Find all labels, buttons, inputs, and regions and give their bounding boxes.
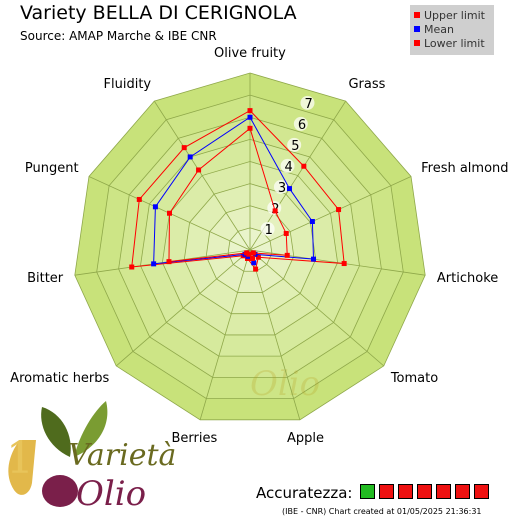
axis-label: Artichoke: [436, 270, 499, 286]
tick-label-bg: [300, 95, 315, 110]
series-point-2: [247, 125, 253, 131]
series-point-1: [311, 256, 317, 262]
legend-swatch-upper: [414, 12, 420, 18]
accuracy-box: [417, 484, 432, 499]
series-point-0: [336, 207, 342, 213]
axis-label: Aromatic herbs: [10, 371, 110, 387]
series-point-2: [250, 250, 256, 256]
tick-label: 1: [265, 223, 273, 238]
series-point-1: [286, 186, 292, 192]
legend-item-lower: Lower limit: [414, 37, 485, 51]
tick-label: 5: [291, 139, 299, 154]
legend-item-upper: Upper limit: [414, 9, 485, 23]
axis-label: Pungent: [24, 160, 79, 176]
legend-item-mean: Mean: [414, 23, 454, 37]
series-point-0: [247, 108, 253, 114]
logo-word-bottom: Olio: [76, 474, 146, 514]
series-point-0: [129, 264, 135, 270]
series-point-2: [283, 230, 289, 236]
accuracy-label: Accuratezza:: [256, 484, 353, 502]
series-point-1: [187, 154, 193, 160]
series-point-2: [166, 259, 172, 265]
tick-label: 4: [285, 160, 293, 175]
legend-swatch-mean: [414, 26, 420, 32]
chart-title: Variety BELLA DI CERIGNOLA: [20, 2, 297, 24]
tick-label-bg: [260, 221, 275, 236]
radar-spoke: [249, 249, 301, 420]
logo-leaf-right: [74, 401, 108, 457]
radar-spoke: [199, 249, 251, 420]
series-point-1: [251, 260, 257, 266]
logo-olive: [42, 475, 78, 507]
logo-leaf-left: [41, 407, 71, 457]
radar-spoke: [249, 176, 412, 251]
axis-label: Apple: [286, 431, 324, 447]
varieta-olio-logo: 1 Varietà Olio: [6, 401, 176, 514]
radar-spoke: [153, 100, 251, 251]
series-point-0: [181, 145, 187, 151]
legend-label-mean: Mean: [424, 23, 454, 36]
logo-badge-shape: [8, 440, 36, 495]
tick-label-bg: [287, 137, 302, 152]
axis-label: Fresh almond: [421, 160, 509, 176]
series-point-2: [249, 255, 255, 261]
series-point-2: [272, 208, 278, 214]
accuracy-box: [360, 484, 375, 499]
legend-label-upper: Upper limit: [424, 9, 485, 22]
accuracy-box: [455, 484, 470, 499]
series-point-1: [309, 219, 315, 225]
logo-word-top: Varietà: [68, 438, 176, 473]
axis-label: Tomato: [390, 371, 439, 387]
radar-spoke: [115, 249, 251, 367]
tick-label-bg: [293, 116, 308, 131]
radar-series: [129, 108, 347, 272]
series-point-2: [284, 252, 290, 258]
series-point-0: [341, 261, 347, 267]
chart-footer: (IBE - CNR) Chart created at 01/05/2025 …: [282, 507, 482, 516]
tick-label: 7: [304, 97, 312, 112]
series-point-0: [301, 163, 307, 169]
series-point-2: [196, 167, 202, 173]
series-point-1: [152, 204, 158, 210]
tick-label: 6: [298, 118, 306, 133]
series-point-0: [136, 196, 142, 202]
axis-label: Olive fruity: [214, 45, 286, 61]
series-point-1: [247, 114, 253, 120]
axis-label: Bitter: [27, 270, 64, 286]
accuracy-box: [474, 484, 489, 499]
tick-label-bg: [273, 179, 288, 194]
tick-label: 3: [278, 181, 286, 196]
series-point-1: [151, 261, 157, 267]
axis-label: Grass: [348, 76, 386, 92]
radar-spokes: [74, 73, 426, 420]
accuracy-box: [398, 484, 413, 499]
series-point-0: [253, 266, 259, 272]
accuracy-box: [379, 484, 394, 499]
legend-swatch-lower: [414, 40, 420, 46]
series-point-0: [255, 254, 261, 260]
accuracy-box: [436, 484, 451, 499]
series-point-2: [244, 250, 250, 256]
radar-spoke: [249, 249, 385, 367]
tick-label-bg: [280, 158, 295, 173]
axis-label: Berries: [171, 431, 218, 447]
logo-badge-number: 1: [6, 433, 34, 484]
series-point-2: [166, 210, 172, 216]
legend: Upper limit Mean Lower limit: [410, 5, 494, 55]
chart-source: Source: AMAP Marche & IBE CNR: [20, 29, 217, 43]
axis-label: Fluidity: [103, 76, 152, 92]
legend-label-lower: Lower limit: [424, 37, 485, 50]
